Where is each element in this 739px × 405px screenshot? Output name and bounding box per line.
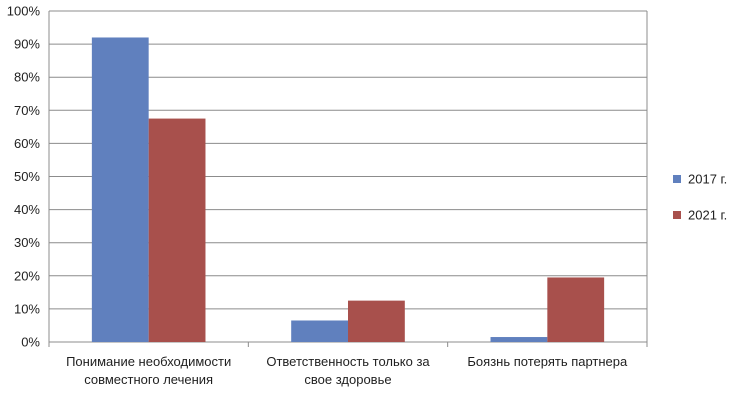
y-tick-label: 70%: [14, 103, 40, 118]
legend-label: 2021 г.: [688, 208, 727, 223]
legend-swatch: [673, 175, 681, 183]
x-category-label: Ответственность только за свое здоровье: [266, 354, 430, 387]
y-tick-label: 50%: [14, 169, 40, 184]
y-tick-label: 0%: [21, 335, 40, 350]
y-tick-label: 90%: [14, 37, 40, 52]
legend-swatch: [673, 211, 681, 219]
y-tick-labels: 0% 10% 20% 30% 40% 50% 60% 70% 80% 90% 100%: [7, 4, 41, 350]
bar: [148, 118, 206, 342]
legend-label: 2017 г.: [688, 172, 727, 187]
x-category-label: Боязнь потерять партнера: [467, 354, 628, 369]
bar: [547, 277, 605, 342]
y-tick-label: 40%: [14, 202, 40, 217]
bars: [91, 37, 605, 342]
x-category-labels: Понимание необходимости совместного лечен…: [66, 354, 628, 387]
y-tick-label: 10%: [14, 301, 40, 316]
bar: [91, 37, 149, 342]
y-tick-label: 60%: [14, 136, 40, 151]
bar: [348, 300, 405, 342]
y-tick-label: 100%: [7, 4, 41, 19]
bar: [291, 320, 348, 342]
legend: 2017 г. 2021 г.: [673, 172, 727, 223]
y-tick-label: 30%: [14, 235, 40, 250]
bar: [490, 337, 548, 342]
y-tick-label: 20%: [14, 268, 40, 283]
y-tick-label: 80%: [14, 70, 40, 85]
x-category-label: Понимание необходимости совместного лечен…: [66, 354, 231, 387]
